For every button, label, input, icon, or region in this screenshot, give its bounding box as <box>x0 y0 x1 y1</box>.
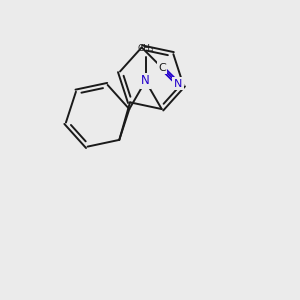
Text: N: N <box>174 79 182 89</box>
Text: N: N <box>141 74 150 88</box>
Text: C: C <box>158 63 166 73</box>
Text: CH₃: CH₃ <box>137 44 154 53</box>
